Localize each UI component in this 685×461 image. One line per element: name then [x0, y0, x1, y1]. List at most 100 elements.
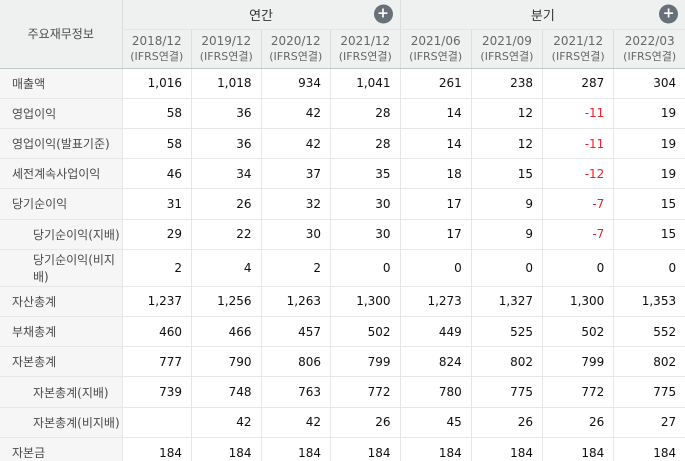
cell: 799	[542, 346, 614, 378]
cell: 28	[330, 98, 401, 129]
column-basis: (IFRS연결)	[338, 49, 392, 63]
column-basis: (IFRS연결)	[551, 49, 605, 63]
column-date: 2020/12	[270, 34, 321, 49]
cell: 460	[121, 316, 192, 348]
cell: 12	[470, 128, 543, 160]
cell: 184	[260, 437, 331, 461]
cell: 37	[260, 158, 331, 190]
column-date: 2021/12	[340, 34, 391, 49]
cell: 806	[260, 346, 331, 378]
cell: 1,237	[121, 286, 192, 318]
row-label: 자산총계	[0, 286, 122, 318]
cell: 15	[470, 158, 543, 190]
cell: 36	[191, 128, 261, 160]
cell: 502	[542, 316, 614, 348]
cell: 42	[191, 407, 261, 438]
column-date: 2019/12	[201, 34, 252, 49]
cell: 9	[470, 188, 543, 220]
column-header: 2020/12 (IFRS연결)	[260, 29, 331, 69]
column-basis: (IFRS연결)	[623, 49, 677, 63]
quarterly-group-header: 분기 +	[399, 0, 685, 30]
plus-icon[interactable]: +	[659, 4, 679, 24]
cell: 0	[613, 249, 685, 287]
cell: 184	[542, 437, 614, 461]
cell: 1,300	[330, 286, 401, 318]
cell: 19	[613, 128, 685, 160]
column-header: 2022/03 (IFRS연결)	[613, 29, 685, 69]
cell: 26	[191, 188, 261, 220]
cell: 1,256	[191, 286, 261, 318]
cell: 1,018	[191, 68, 261, 99]
cell: -11	[542, 98, 614, 129]
cell: -11	[542, 128, 614, 160]
annual-label: 연간	[249, 8, 273, 24]
row-label: 당기순이익(지배)	[0, 219, 122, 250]
cell: 12	[470, 98, 543, 129]
cell: 26	[542, 407, 614, 438]
cell: 36	[191, 98, 261, 129]
cell: 26	[330, 407, 401, 438]
annual-group-header: 연간 +	[121, 0, 401, 30]
row-label: 매출액	[0, 68, 122, 99]
column-header: 2021/12 (IFRS연결)	[542, 29, 614, 69]
cell: 457	[260, 316, 331, 348]
cell: 261	[399, 68, 472, 99]
cell: 28	[330, 128, 401, 160]
cell: 775	[470, 376, 543, 408]
table-row: 자본총계 777 790 806 799 824 802 799 802	[0, 346, 685, 378]
cell: 777	[121, 346, 192, 378]
cell: 1,041	[330, 68, 401, 99]
cell: 42	[260, 98, 331, 129]
cell: 287	[542, 68, 614, 99]
column-basis: (IFRS연결)	[409, 49, 463, 63]
column-header: 2019/12 (IFRS연결)	[191, 29, 261, 69]
cell: 9	[470, 219, 543, 250]
cell: 42	[260, 128, 331, 160]
column-header: 2021/09 (IFRS연결)	[470, 29, 543, 69]
row-label: 자본총계(지배)	[0, 376, 122, 408]
table-row: 당기순이익 31 26 32 30 17 9 -7 15	[0, 188, 685, 220]
cell: -7	[542, 219, 614, 250]
cell	[121, 407, 192, 438]
cell: 46	[121, 158, 192, 190]
table-row: 자본금 184 184 184 184 184 184 184 184	[0, 437, 685, 461]
plus-icon[interactable]: +	[373, 4, 393, 24]
cell: 184	[470, 437, 543, 461]
cell: 35	[330, 158, 401, 190]
cell: 775	[613, 376, 685, 408]
cell: 0	[399, 249, 472, 287]
cell: 802	[470, 346, 543, 378]
cell: 184	[613, 437, 685, 461]
cell: 304	[613, 68, 685, 99]
cell: 17	[399, 219, 472, 250]
cell: 19	[613, 98, 685, 129]
cell: 934	[260, 68, 331, 99]
row-label: 자본총계	[0, 346, 122, 378]
cell: 184	[191, 437, 261, 461]
cell: 763	[260, 376, 331, 408]
cell: 790	[191, 346, 261, 378]
cell: -7	[542, 188, 614, 220]
cell: 30	[260, 219, 331, 250]
cell: 1,327	[470, 286, 543, 318]
table-row: 당기순이익(지배) 29 22 30 30 17 9 -7 15	[0, 219, 685, 250]
row-label: 세전계속사업이익	[0, 158, 122, 190]
cell: 18	[399, 158, 472, 190]
cell: 31	[121, 188, 192, 220]
table-row: 매출액 1,016 1,018 934 1,041 261 238 287 304	[0, 68, 685, 99]
cell: 1,353	[613, 286, 685, 318]
row-label: 자본총계(비지배)	[0, 407, 122, 438]
cell: 525	[470, 316, 543, 348]
cell: 29	[121, 219, 192, 250]
column-header: 2018/12 (IFRS연결)	[121, 29, 192, 69]
row-label: 당기순이익	[0, 188, 122, 220]
cell: 184	[330, 437, 401, 461]
cell: 780	[399, 376, 472, 408]
cell: 1,300	[542, 286, 614, 318]
cell: 30	[330, 188, 401, 220]
cell: 58	[121, 128, 192, 160]
column-date: 2021/06	[410, 34, 461, 49]
cell: 0	[470, 249, 543, 287]
cell: 15	[613, 219, 685, 250]
